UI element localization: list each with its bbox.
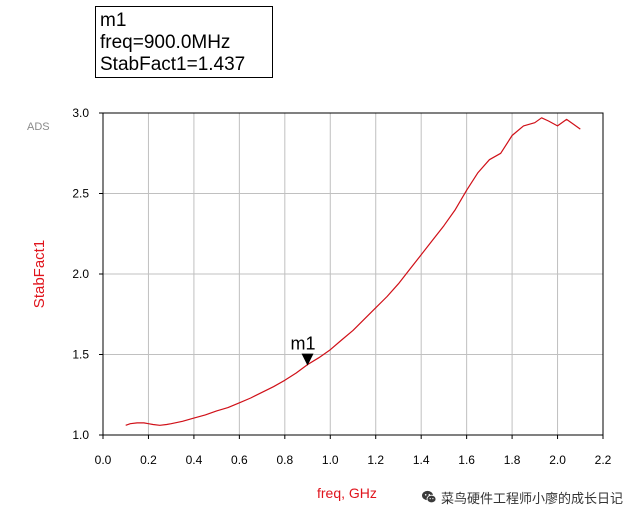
marker-value-text: StabFact1=1.437	[100, 54, 246, 75]
x-tick-label: 2.0	[549, 453, 566, 467]
x-tick-label: 0.0	[95, 453, 112, 467]
marker-layer: m1	[291, 334, 316, 366]
watermark-text: 菜鸟硬件工程师小廖的成长日记	[440, 490, 623, 506]
marker-freq-text: freq=900.0MHz	[100, 32, 231, 53]
wechat-icon	[421, 490, 437, 504]
x-tick-label: 1.4	[413, 453, 430, 467]
y-axis-ticks: 1.0 1.5 2.0 2.5 3.0	[72, 106, 103, 442]
ads-tag: ADS	[27, 121, 50, 133]
x-axis-ticks: 0.0 0.2 0.4 0.6 0.8 1.0 1.2 1.4 1.6 1.8 2.0 2.2	[95, 435, 612, 467]
y-tick-label: 1.5	[72, 348, 89, 362]
series-layer	[125, 117, 581, 426]
x-tick-label: 0.6	[231, 453, 248, 467]
x-tick-label: 0.4	[186, 453, 203, 467]
watermark-badge: 菜鸟硬件工程师小廖的成长日记	[416, 486, 629, 508]
x-tick-label: 0.8	[276, 453, 293, 467]
y-tick-label: 3.0	[72, 106, 89, 120]
grid-lines	[103, 113, 603, 435]
x-tick-label: 1.2	[367, 453, 384, 467]
marker-triangle	[301, 353, 314, 366]
x-tick-label: 1.8	[504, 453, 521, 467]
x-tick-label: 1.6	[458, 453, 475, 467]
y-tick-label: 2.0	[72, 267, 89, 281]
y-axis-label: StabFact1	[31, 240, 48, 308]
y-tick-label: 1.0	[72, 428, 89, 442]
x-tick-label: 0.2	[140, 453, 157, 467]
stabfact1-trace	[125, 117, 581, 426]
x-axis-label: freq, GHz	[317, 485, 377, 501]
x-tick-label: 1.0	[322, 453, 339, 467]
marker-name-text: m1	[100, 10, 127, 31]
marker-readout-box: m1 freq=900.0MHz StabFact1=1.437	[95, 6, 273, 78]
marker-label: m1	[291, 334, 316, 354]
y-tick-label: 2.5	[72, 187, 89, 201]
x-tick-label: 2.2	[595, 453, 612, 467]
